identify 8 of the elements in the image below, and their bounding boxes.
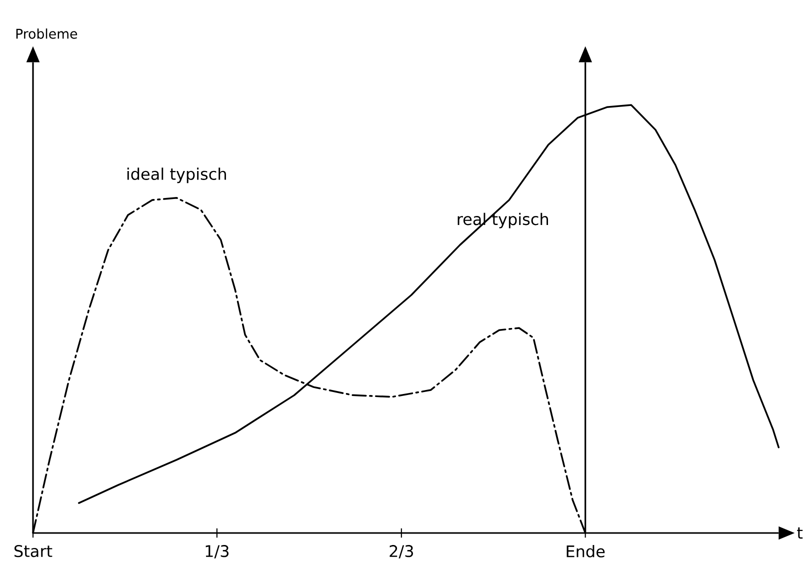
x-tick-label: Ende bbox=[566, 545, 605, 558]
x-axis-title: t bbox=[797, 527, 803, 539]
x-tick-label: Start bbox=[14, 545, 52, 558]
series-label: ideal typisch bbox=[127, 168, 226, 184]
x-tick-label: 2/3 bbox=[390, 545, 413, 558]
y-axis-title: Probleme bbox=[16, 28, 78, 39]
series-label: real typisch bbox=[458, 212, 548, 228]
x-tick-label: 1/3 bbox=[206, 545, 229, 558]
